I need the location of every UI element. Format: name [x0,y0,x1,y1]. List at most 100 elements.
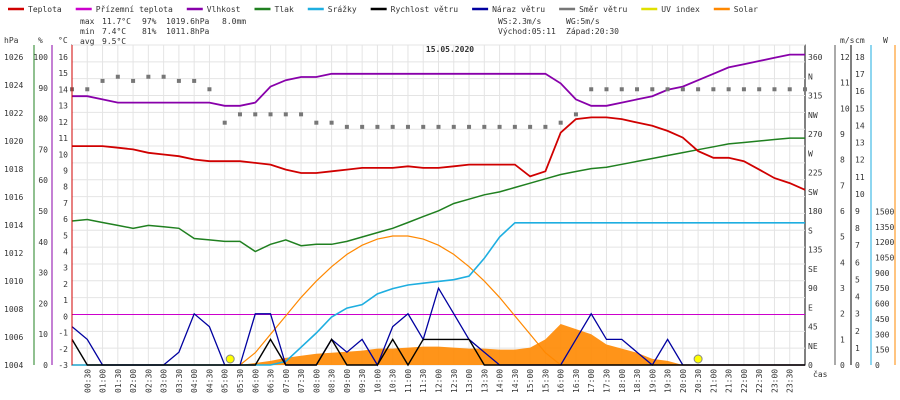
legend-label: Srážky [328,5,357,14]
info-sunset: Západ:20:30 [566,27,619,36]
x-tick-label: 15:30 [541,369,550,393]
wind-dir-point [207,87,212,92]
x-tick-label: 06:00 [251,369,260,393]
x-tick-label: 02:00 [129,369,138,393]
cm-tick-label: 0 [855,361,860,370]
wind-dir-point [497,124,502,129]
x-tick-label: 01:00 [99,369,108,393]
wind-dir-point [237,112,242,117]
legend-label: Teplota [28,5,62,14]
c-unit-label: °C [58,36,68,45]
cm-tick-label: 6 [855,258,860,267]
wind-dir-point [405,124,410,129]
c-tick-label: 3 [63,264,68,273]
c-tick-label: 6 [63,215,68,224]
legend-label: Rychlost větru [391,5,459,14]
c-tick-label: 9 [63,166,68,175]
x-tick-label: 13:30 [480,369,489,393]
hpa-tick-label: 1006 [4,333,23,342]
x-tick-label: 02:30 [144,369,153,393]
w-tick-label: 1050 [875,253,894,262]
sunrise-marker [225,354,235,364]
ms-tick-label: 3 [840,284,845,293]
hpa-tick-label: 1012 [4,249,23,258]
x-tick-label: 14:00 [496,369,505,393]
cm-tick-label: 10 [855,190,865,199]
wind-dir-point [665,87,670,92]
stats-hum: 81% [142,27,157,36]
cm-tick-label: 8 [855,224,860,233]
cm-tick-label: 1 [855,344,860,353]
cm-tick-label: 18 [855,53,865,62]
stats-label: avg [80,37,95,46]
dir-tick-label: 0 [808,361,813,370]
hpa-tick-label: 1018 [4,165,23,174]
stats-press: 1019.6hPa [166,17,210,26]
ms-tick-label: 6 [840,207,845,216]
hpa-tick-label: 1024 [4,81,23,90]
legend-label: Přízemní teplota [96,5,173,14]
x-tick-label: 17:00 [587,369,596,393]
pct-tick-label: 40 [38,238,48,247]
wind-dir-point [543,124,548,129]
w-tick-label: 1350 [875,223,894,232]
w-tick-label: 300 [875,330,890,339]
w-tick-label: 750 [875,284,890,293]
hpa-tick-label: 1010 [4,277,23,286]
cm-tick-label: 14 [855,121,865,130]
pct-tick-label: 20 [38,299,48,308]
x-tick-label: 23:30 [786,369,795,393]
x-tick-label: 10:00 [373,369,382,393]
x-tick-label: 20:00 [679,369,688,393]
x-tick-label: 21:30 [725,369,734,393]
wind-dir-point [558,120,563,125]
wind-dir-point [467,124,472,129]
dir-tick-label: SE [808,265,818,274]
w-unit-label: W [883,36,888,45]
x-tick-label: 20:30 [694,369,703,393]
ms-tick-label: 5 [840,233,845,242]
wind-dir-point [176,78,181,83]
stats-temp: 7.4°C [102,27,126,36]
stats-temp: 9.5°C [102,37,126,46]
hpa-tick-label: 1014 [4,221,23,230]
c-tick-label: 0 [63,312,68,321]
cm-tick-label: 12 [855,156,865,165]
wind-dir-point [528,124,533,129]
hpa-tick-label: 1008 [4,305,23,314]
cm-tick-label: 17 [855,70,865,79]
x-tick-label: 08:00 [312,369,321,393]
wind-dir-point [772,87,777,92]
wind-dir-point [146,74,151,79]
dir-tick-label: 315 [808,92,823,101]
x-tick-label: 22:00 [740,369,749,393]
wind-dir-point [604,87,609,92]
sunset-marker [693,354,703,364]
wind-dir-point [192,78,197,83]
cm-tick-label: 11 [855,173,865,182]
legend-label: Směr větru [579,5,627,14]
cm-unit-label: cm [855,36,865,45]
wind-dir-point [329,120,334,125]
cm-tick-label: 3 [855,310,860,319]
x-tick-label: 07:30 [297,369,306,393]
chart-title: 15.05.2020 [426,45,474,54]
x-tick-label: 18:00 [618,369,627,393]
x-tick-label: 00:30 [83,369,92,393]
x-tick-label: 16:00 [557,369,566,393]
wind-speed-line [71,338,805,367]
pct-tick-label: 100 [34,53,49,62]
c-tick-label: 2 [63,280,68,289]
ms-tick-label: 12 [840,53,850,62]
stats-press: 1011.8hPa [166,27,210,36]
legend-label: UV index [661,5,700,14]
w-tick-label: 450 [875,315,890,324]
w-tick-label: 0 [875,361,880,370]
pct-tick-label: 90 [38,84,48,93]
c-tick-label: -1 [58,329,68,338]
info-wg: WG:5m/s [566,17,600,26]
cm-tick-label: 13 [855,139,865,148]
x-tick-label: 23:00 [770,369,779,393]
w-tick-label: 1500 [875,207,894,216]
x-tick-label: 04:30 [205,369,214,393]
